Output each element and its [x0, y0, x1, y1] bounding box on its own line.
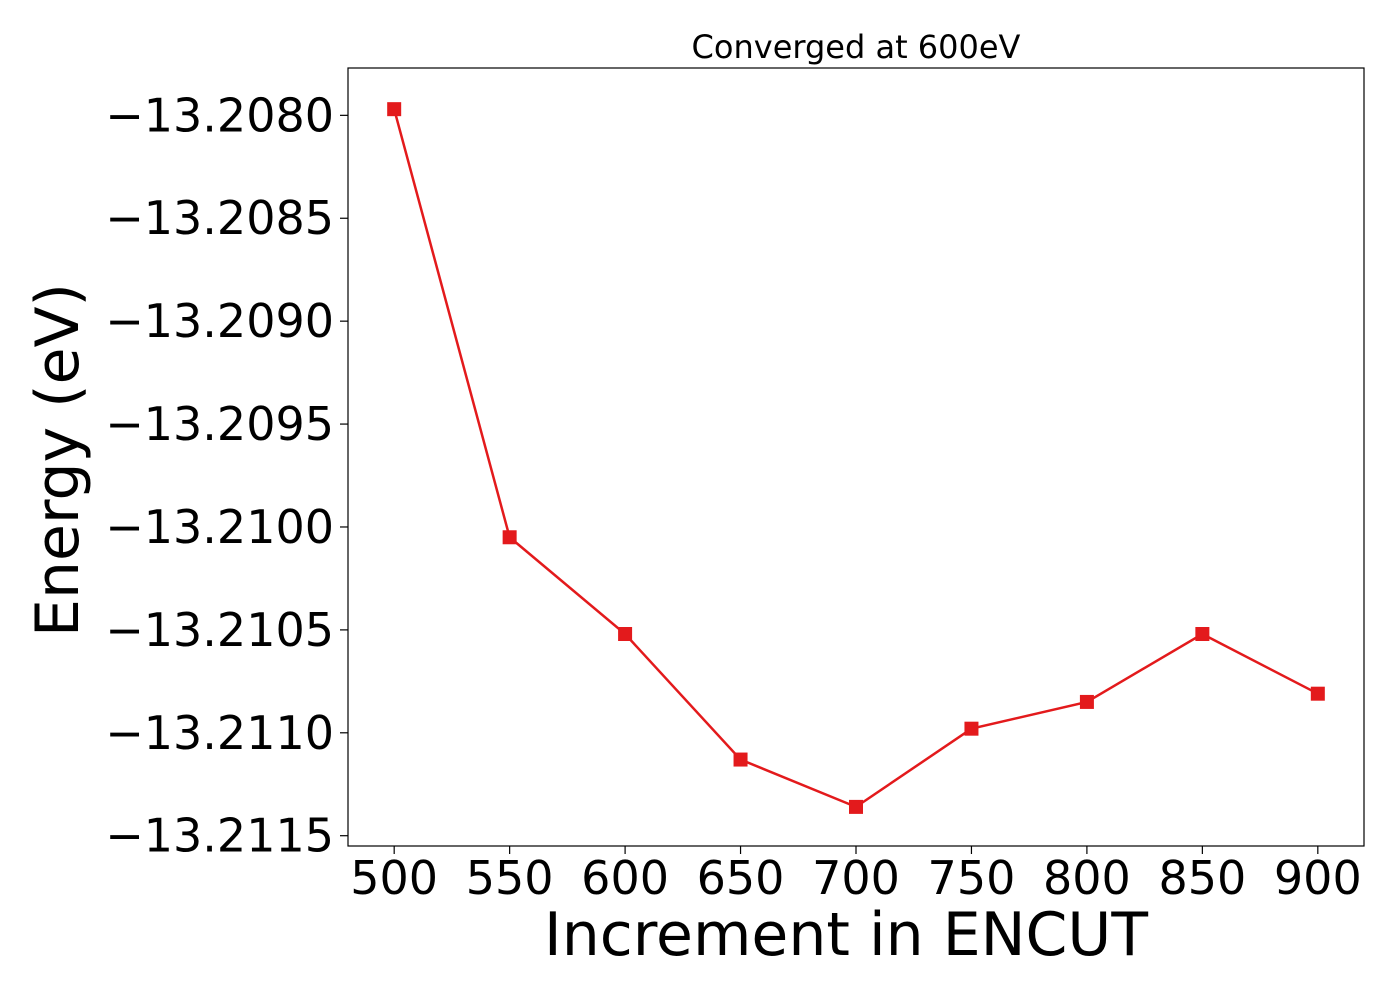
y-tick-label: −13.2100 [105, 500, 334, 554]
x-tick-label: 500 [350, 851, 438, 905]
y-tick-label: −13.2115 [105, 809, 334, 863]
y-tick-label: −13.2085 [105, 191, 334, 245]
data-point [849, 799, 863, 814]
x-axis-label: Increment in ENCUT [544, 900, 1148, 970]
y-axis-label: Energy (eV) [23, 283, 93, 637]
y-tick-label: −13.2110 [105, 706, 334, 760]
x-tick-label: 900 [1274, 851, 1362, 905]
y-tick-label: −13.2095 [105, 397, 334, 451]
data-point [1195, 627, 1210, 642]
data-point [1310, 686, 1325, 701]
x-tick-label: 700 [812, 851, 900, 905]
x-tick-label: 550 [466, 851, 554, 905]
chart-title: Converged at 600eV [692, 28, 1021, 66]
y-tick-label: −13.2080 [105, 88, 334, 142]
x-tick-label: 800 [1043, 851, 1131, 905]
data-point [733, 752, 748, 767]
x-tick-label: 750 [928, 851, 1016, 905]
x-tick-label: 600 [581, 851, 669, 905]
y-tick-label: −13.2105 [105, 603, 334, 657]
data-point [618, 627, 633, 642]
data-point [502, 530, 517, 545]
plot-area: 500 550 600 650 700 750 800 850 900 −13.2080 −13.2… [105, 67, 1365, 905]
y-tick-label: −13.2090 [105, 294, 334, 348]
x-tick-label: 650 [697, 851, 785, 905]
x-tick-label: 850 [1158, 851, 1246, 905]
plot-frame [347, 67, 1365, 847]
series-line [392, 108, 1319, 809]
data-point [964, 721, 979, 736]
data-point [387, 102, 402, 117]
data-point [1079, 694, 1094, 709]
